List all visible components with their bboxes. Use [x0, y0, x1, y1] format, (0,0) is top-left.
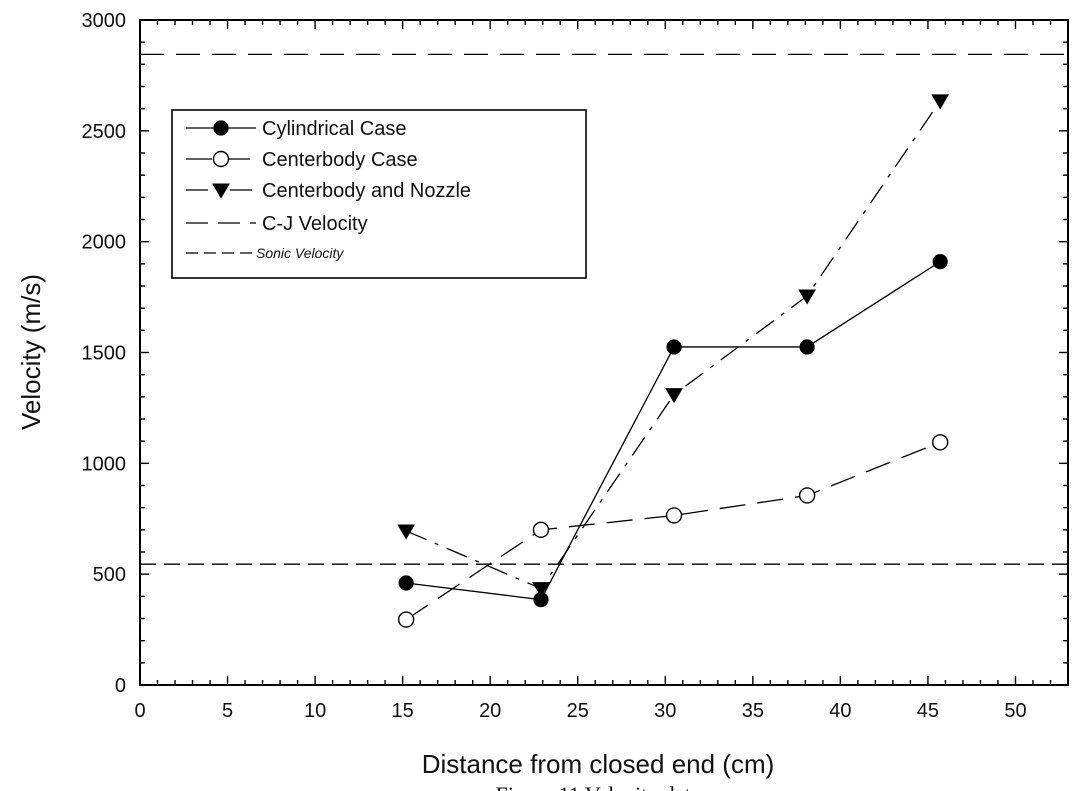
y-tick-label: 1000	[82, 453, 127, 475]
legend-label: C-J Velocity	[262, 213, 368, 235]
x-tick-label: 45	[917, 700, 939, 722]
legend-label: Cylindrical Case	[262, 118, 407, 140]
legend-label: Centerbody Case	[262, 149, 418, 171]
centerbody-nozzle-point	[665, 388, 683, 404]
centerbody-nozzle-point	[931, 94, 950, 110]
data-series	[397, 94, 950, 628]
cylindrical-line	[406, 261, 941, 601]
cylindrical-point	[799, 339, 815, 355]
y-tick-label: 3000	[82, 10, 127, 32]
cylindrical-point	[398, 575, 414, 591]
x-axis-title: Distance from closed end (cm)	[422, 749, 775, 779]
centerbody-series	[397, 434, 949, 628]
cylindrical-point	[932, 254, 948, 270]
y-tick-label: 2500	[82, 121, 127, 143]
centerbody-point	[532, 521, 550, 539]
legend-marker	[212, 183, 230, 199]
centerbody-nozzle-point	[798, 289, 816, 305]
reference-lines	[140, 53, 1068, 565]
x-tick-label: 50	[1004, 700, 1026, 722]
x-tick-label: 40	[829, 700, 851, 722]
x-tick-label: 35	[742, 700, 764, 722]
legend-entry-c-j-velocity: C-J Velocity	[186, 213, 368, 235]
x-tick-label: 20	[479, 700, 501, 722]
legend: Cylindrical Case Centerbody Case Centerbod…	[171, 109, 587, 279]
legend-label: Centerbody and Nozzle	[262, 180, 471, 202]
x-tick-label: 15	[392, 700, 414, 722]
centerbody-line	[405, 441, 941, 621]
centerbody-point	[397, 611, 415, 628]
x-tick-label: 25	[567, 700, 589, 722]
legend-entry-centerbody-and-nozzle: Centerbody and Nozzle	[186, 180, 471, 202]
legend-box	[171, 109, 587, 279]
legend-marker	[212, 150, 230, 168]
legend-entry-centerbody-case: Centerbody Case	[186, 149, 418, 171]
y-tick-label: 2000	[82, 232, 127, 254]
y-tick-label: 0	[115, 675, 126, 697]
figure-caption: Figure 11 Velocity data	[496, 782, 701, 791]
centerbody-point	[665, 507, 683, 524]
y-axis-title: Velocity (m/s)	[16, 274, 46, 430]
x-tick-label: 30	[654, 700, 676, 722]
centerbody-nozzle-line	[405, 100, 941, 590]
cylindrical-series	[398, 254, 948, 608]
axes: 0 5 10 15 20 25 30 35 40 45 5005001000150020002500…	[82, 10, 1069, 722]
legend-label: Sonic Velocity	[256, 245, 344, 261]
x-tick-label: 0	[134, 700, 145, 722]
centerbody-nozzle-series	[397, 94, 950, 598]
legend-marker	[213, 120, 229, 136]
legend-entry-cylindrical-case: Cylindrical Case	[186, 118, 407, 140]
legend-entry-sonic-velocity: Sonic Velocity	[186, 245, 344, 261]
x-tick-label: 10	[304, 700, 326, 722]
centerbody-nozzle-point	[532, 582, 550, 598]
y-tick-label: 1500	[82, 343, 127, 365]
cylindrical-point	[666, 339, 682, 355]
x-tick-label: 5	[222, 700, 233, 722]
centerbody-nozzle-point	[397, 524, 416, 540]
centerbody-point	[798, 487, 816, 504]
y-tick-label: 500	[93, 564, 126, 586]
centerbody-point	[931, 434, 949, 451]
